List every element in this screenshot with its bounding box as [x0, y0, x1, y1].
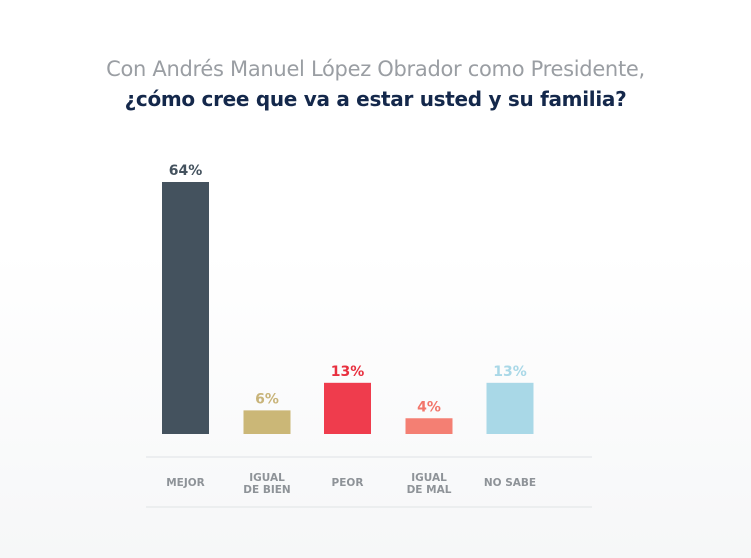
value-label-no-sabe: 13% [493, 364, 527, 380]
category-label-no-sabe: NO SABE [484, 477, 536, 489]
bar-igual-de-bien [243, 410, 291, 434]
value-label-mejor: 64% [169, 163, 203, 179]
category-label-mejor: MEJOR [166, 477, 205, 489]
bar-peor [324, 382, 371, 434]
bar-no-sabe [486, 382, 534, 434]
bar-mejor [162, 182, 209, 434]
category-labels-group: MEJOR IGUAL DE BIEN PEOR IGUAL DE MAL NO SABE [166, 472, 536, 496]
chart-subtitle: ¿cómo cree que va a estar usted y su fam… [124, 87, 627, 111]
bars-group: 64% 6% 13% 4% 13% [162, 163, 534, 434]
value-label-igual-de-bien: 6% [255, 391, 279, 407]
category-label-igual-de-bien: IGUAL DE BIEN [243, 472, 290, 496]
bar-igual-de-mal [405, 418, 453, 434]
chart-title-block: Con Andrés Manuel López Obrador como Pre… [0, 54, 751, 114]
category-label-peor: PEOR [332, 477, 364, 489]
value-label-igual-de-mal: 4% [417, 399, 441, 415]
value-label-peor: 13% [331, 364, 365, 380]
chart-title: Con Andrés Manuel López Obrador como Pre… [106, 57, 645, 81]
category-label-igual-de-mal: IGUAL DE MAL [407, 472, 452, 496]
